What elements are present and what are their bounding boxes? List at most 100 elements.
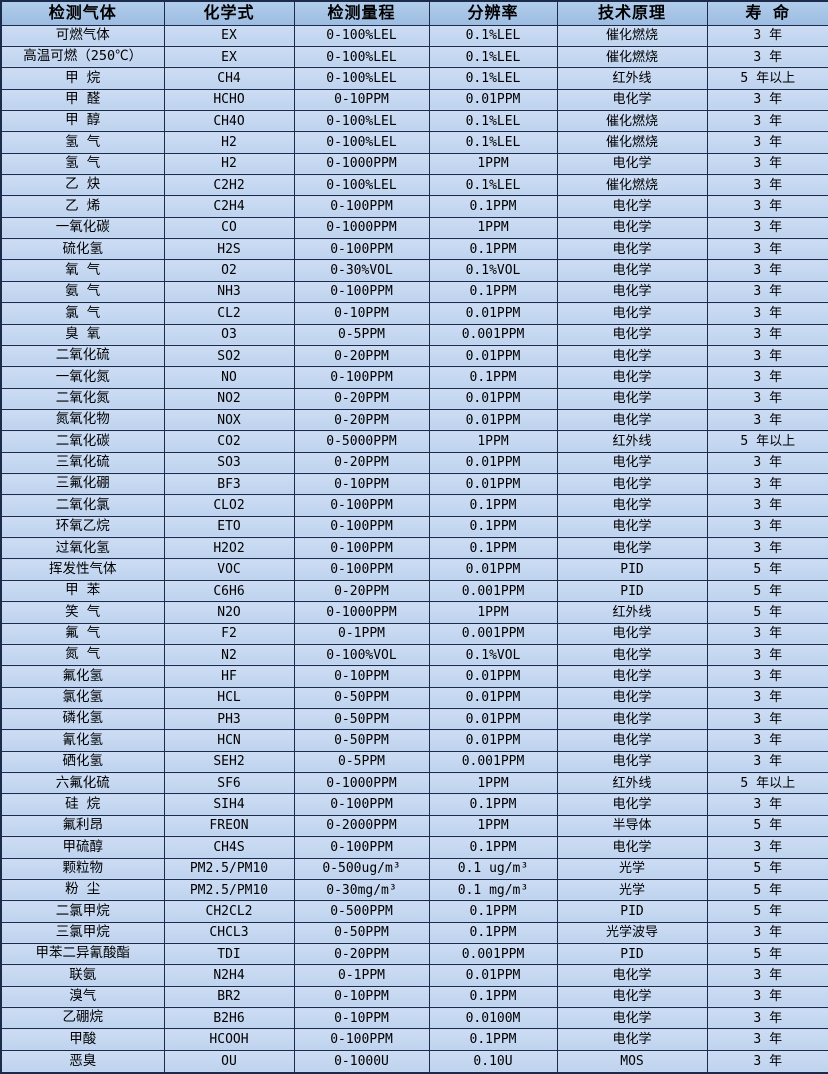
gas-name-cell: 二氧化氮 xyxy=(0,387,165,410)
spec-cell: 3 年 xyxy=(706,131,828,154)
spec-cell: 0.1%VOL xyxy=(428,259,558,282)
table-row: 甲 苯 C6H6 0-20PPM 0.001PPM PID 5 年 xyxy=(0,579,828,603)
gas-name-cell: 粉 尘 xyxy=(0,878,165,902)
table-row: 三氯甲烷 CHCL3 0-50PPM 0.1PPM 光学波导 3 年 xyxy=(0,921,828,944)
spec-cell: 电化学 xyxy=(556,793,708,816)
gas-name-cell: 氮氧化物 xyxy=(0,408,165,432)
table-row: 氟 气 F2 0-1PPM 0.001PPM 电化学 3 年 xyxy=(0,622,828,645)
spec-cell: 电化学 xyxy=(556,836,708,859)
spec-cell: 5 年 xyxy=(706,942,828,966)
table-row: 甲 醛 HCHO 0-10PPM 0.01PPM 电化学 3 年 xyxy=(0,88,828,111)
spec-cell: 3 年 xyxy=(706,643,828,667)
spec-cell: 0-1PPM xyxy=(293,622,430,645)
spec-cell: PM2.5/PM10 xyxy=(163,878,295,902)
table-row: 氮氧化物 NOX 0-20PPM 0.01PPM 电化学 3 年 xyxy=(0,408,828,432)
gas-name-cell: 硅 烷 xyxy=(0,793,165,816)
table-row: 氨 气 NH3 0-100PPM 0.1PPM 电化学 3 年 xyxy=(0,280,828,304)
spec-cell: VOC xyxy=(163,558,295,581)
table-row: 高温可燃（250℃） EX 0-100%LEL 0.1%LEL 催化燃烧 3 年 xyxy=(0,45,828,69)
spec-cell: 0-1000PPM xyxy=(293,216,430,240)
table-row: 甲 烷 CH4 0-100%LEL 0.1%LEL 红外线 5 年以上 xyxy=(0,67,828,90)
spec-cell: 0.01PPM xyxy=(428,558,558,581)
spec-cell: 0-100%LEL xyxy=(293,67,430,90)
spec-cell: N2 xyxy=(163,643,295,667)
column-header-1: 化学式 xyxy=(163,0,295,26)
spec-cell: 0.001PPM xyxy=(428,750,558,774)
table-row: 三氧化硫 SO3 0-20PPM 0.01PPM 电化学 3 年 xyxy=(0,451,828,475)
spec-cell: H2S xyxy=(163,238,295,261)
table-row: 硫化氢 H2S 0-100PPM 0.1PPM 电化学 3 年 xyxy=(0,238,828,261)
spec-cell: CH4 xyxy=(163,67,295,90)
spec-cell: 0.001PPM xyxy=(428,323,558,346)
spec-cell: 1PPM xyxy=(428,814,558,838)
spec-cell: 0.10U xyxy=(428,1049,558,1074)
spec-cell: B2H6 xyxy=(163,1007,295,1030)
spec-cell: 0-10PPM xyxy=(293,88,430,111)
table-row: 氟化氢 HF 0-10PPM 0.01PPM 电化学 3 年 xyxy=(0,665,828,688)
spec-cell: 3 年 xyxy=(706,109,828,133)
spec-cell: 红外线 xyxy=(556,67,708,90)
spec-cell: 0.01PPM xyxy=(428,686,558,710)
spec-cell: 0-100PPM xyxy=(293,280,430,304)
spec-cell: 0-5PPM xyxy=(293,323,430,346)
spec-cell: 0-20PPM xyxy=(293,579,430,603)
spec-cell: 0-10PPM xyxy=(293,302,430,325)
spec-cell: 5 年以上 xyxy=(706,67,828,90)
spec-cell: 电化学 xyxy=(556,964,708,987)
gas-name-cell: 一氧化碳 xyxy=(0,216,165,240)
spec-cell: 0.1PPM xyxy=(428,900,558,923)
spec-cell: MOS xyxy=(556,1049,708,1074)
spec-cell: PID xyxy=(556,558,708,581)
spec-cell: 3 年 xyxy=(706,88,828,111)
table-row: 甲酸 HCOOH 0-100PPM 0.1PPM 电化学 3 年 xyxy=(0,1028,828,1051)
spec-cell: 0-100PPM xyxy=(293,515,430,539)
gas-name-cell: 氟 气 xyxy=(0,622,165,645)
spec-cell: 3 年 xyxy=(706,408,828,432)
spec-cell: 电化学 xyxy=(556,152,708,176)
spec-cell: 5 年 xyxy=(706,814,828,838)
spec-cell: 3 年 xyxy=(706,921,828,944)
table-row: 氢 气 H2 0-1000PPM 1PPM 电化学 3 年 xyxy=(0,152,828,176)
spec-cell: 电化学 xyxy=(556,323,708,346)
spec-cell: 0.001PPM xyxy=(428,579,558,603)
header-row: 检测气体 化学式 检测量程 分辨率 技术原理寿 命 xyxy=(0,0,828,26)
spec-cell: 0.1%LEL xyxy=(428,67,558,90)
spec-cell: 0-20PPM xyxy=(293,344,430,368)
spec-cell: C2H2 xyxy=(163,174,295,197)
spec-cell: 0.1PPM xyxy=(428,195,558,218)
spec-cell: 0.0100M xyxy=(428,1007,558,1030)
column-header-4: 技术原理 xyxy=(556,0,708,26)
spec-cell: 红外线 xyxy=(556,601,708,624)
spec-cell: SO3 xyxy=(163,451,295,475)
spec-cell: 0-500ug/m³ xyxy=(293,857,430,880)
spec-cell: 5 年 xyxy=(706,601,828,624)
spec-cell: 电化学 xyxy=(556,643,708,667)
spec-cell: 电化学 xyxy=(556,259,708,282)
spec-cell: 0.01PPM xyxy=(428,707,558,731)
spec-cell: 电化学 xyxy=(556,195,708,218)
spec-cell: 0-100PPM xyxy=(293,558,430,581)
table-row: 二氯甲烷 CH2CL2 0-500PPM 0.1PPM PID 5 年 xyxy=(0,900,828,923)
spec-cell: 电化学 xyxy=(556,88,708,111)
table-row: 六氟化硫 SF6 0-1000PPM 1PPM 红外线 5 年以上 xyxy=(0,772,828,795)
gas-name-cell: 甲 烷 xyxy=(0,67,165,90)
spec-cell: 0.1PPM xyxy=(428,921,558,944)
table-row: 可燃气体 EX 0-100%LEL 0.1%LEL 催化燃烧 3 年 xyxy=(0,24,828,47)
spec-cell: 5 年以上 xyxy=(706,430,828,453)
spec-cell: TDI xyxy=(163,942,295,966)
gas-name-cell: 硫化氢 xyxy=(0,238,165,261)
gas-name-cell: 乙硼烷 xyxy=(0,1007,165,1030)
spec-cell: PID xyxy=(556,900,708,923)
spec-cell: 0.01PPM xyxy=(428,729,558,752)
spec-cell: 0.01PPM xyxy=(428,302,558,325)
spec-cell: CHCL3 xyxy=(163,921,295,944)
spec-cell: 电化学 xyxy=(556,1028,708,1051)
spec-cell: 电化学 xyxy=(556,1007,708,1030)
spec-cell: 电化学 xyxy=(556,750,708,774)
spec-cell: 催化燃烧 xyxy=(556,109,708,133)
spec-cell: 0.1PPM xyxy=(428,1028,558,1051)
spec-cell: 0.1%VOL xyxy=(428,643,558,667)
spec-cell: N2H4 xyxy=(163,964,295,987)
spec-cell: 电化学 xyxy=(556,985,708,1009)
table-row: 三氟化硼 BF3 0-10PPM 0.01PPM 电化学 3 年 xyxy=(0,473,828,496)
